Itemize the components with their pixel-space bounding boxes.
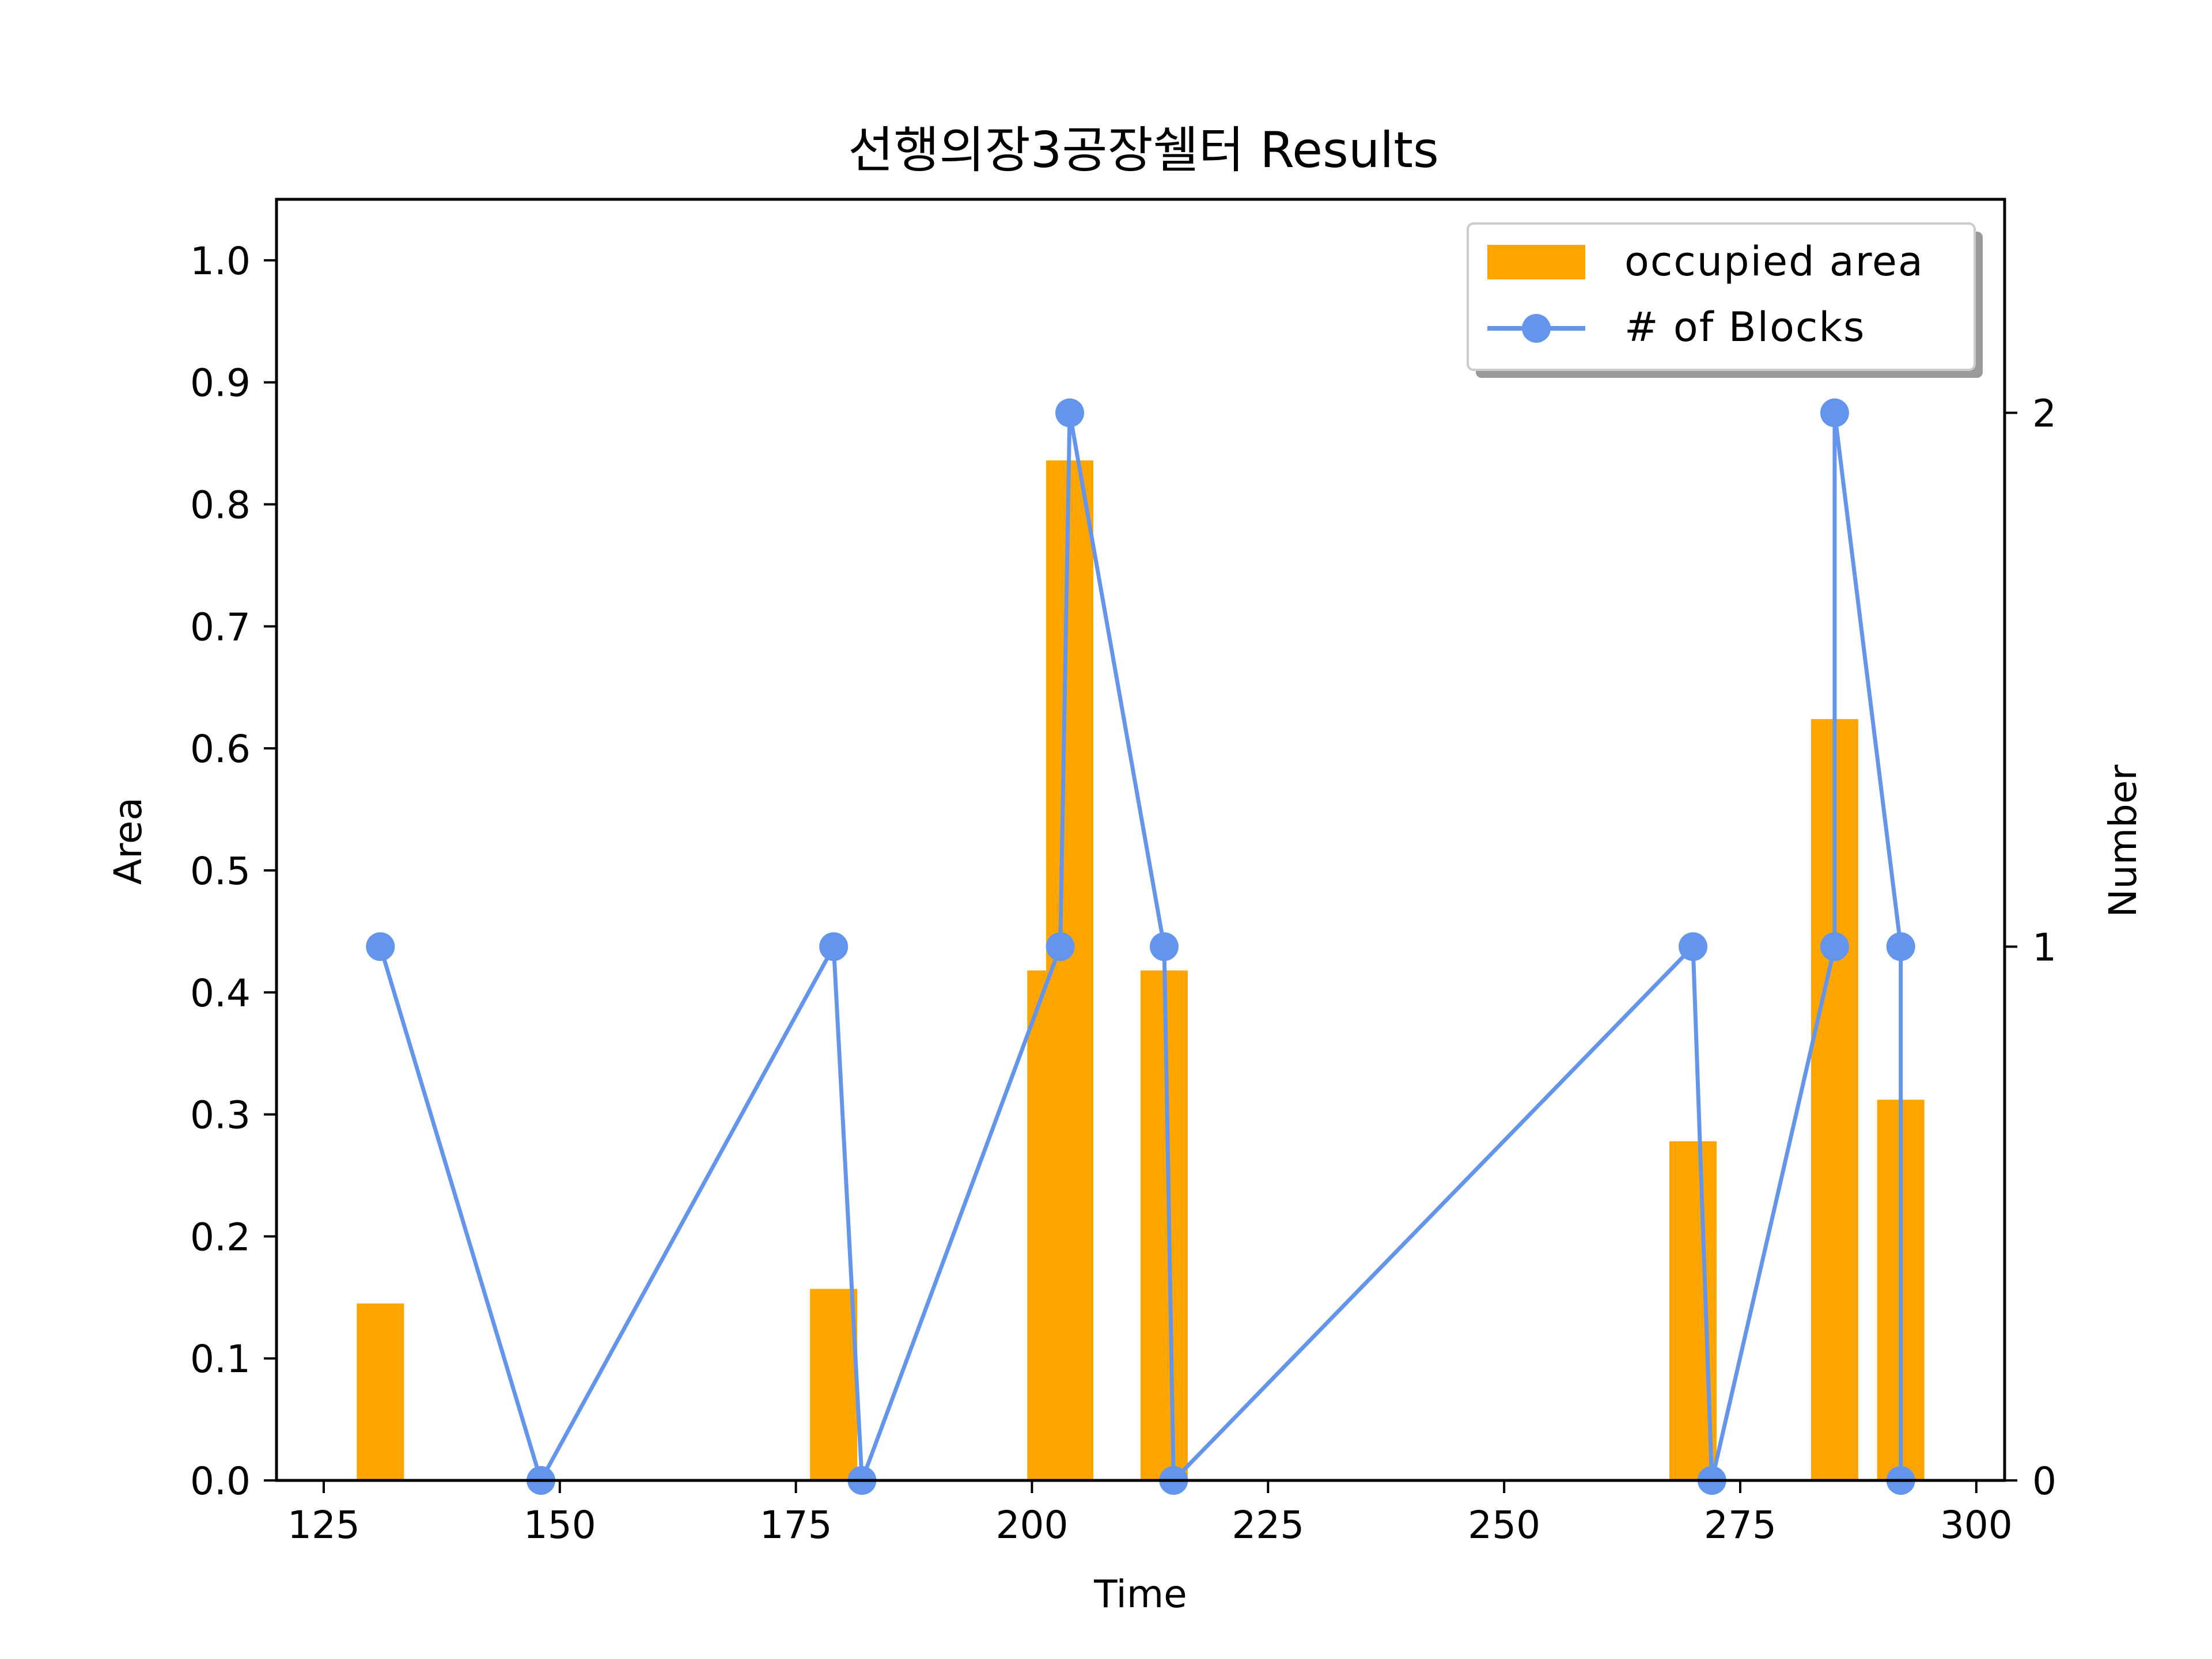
legend-line-label: # of Blocks [1624,304,1865,351]
line-point [366,932,395,961]
left-tick-label: 0.2 [190,1215,251,1259]
legend-bar-swatch [1487,245,1585,279]
right-tick-label: 2 [2032,392,2056,436]
line-point [819,932,849,961]
x-tick-label: 250 [1468,1503,1540,1547]
left-tick-label: 0.6 [190,727,251,771]
line-point [1886,932,1915,961]
left-tick-label: 0.9 [190,361,251,406]
legend-box [1467,222,1976,371]
left-tick-label: 0.5 [190,849,251,893]
x-tick-label: 225 [1232,1503,1304,1547]
left-axis-label: Area [106,797,150,885]
x-axis-ticks: 125 150 175 200 225 250 275 300 [287,1480,2013,1547]
left-tick-label: 0.8 [190,483,251,528]
left-tick-label: 0.4 [190,971,251,1016]
line-point [1055,398,1085,427]
x-tick-label: 125 [287,1503,360,1547]
legend: occupied area # of Blocks [1467,222,1983,378]
right-tick-label: 1 [2032,925,2056,969]
left-tick-label: 0.1 [190,1337,251,1381]
left-axis-ticks: 0.0 0.1 0.2 0.3 0.4 0.5 0.6 0.7 0.8 0.9 1.0 [190,239,276,1503]
x-axis-label: Time [1093,1572,1187,1616]
left-tick-label: 0.3 [190,1093,251,1138]
line-point [1046,932,1075,961]
x-tick-label: 200 [995,1503,1068,1547]
plot-area [357,398,1925,1495]
x-tick-label: 150 [524,1503,596,1547]
plot-frame [275,198,2006,1482]
x-tick-label: 175 [760,1503,832,1547]
line-point [1820,398,1849,427]
bar [1046,460,1094,1480]
line-point [1820,932,1849,961]
right-tick-label: 0 [2032,1459,2056,1503]
x-tick-label: 300 [1940,1503,2013,1547]
bar [810,1289,858,1480]
line-point [1679,932,1708,961]
left-tick-label: 0.0 [190,1459,251,1503]
left-tick-label: 0.7 [190,605,251,649]
left-tick-label: 1.0 [190,239,251,283]
right-axis-label: Number [2101,764,2145,918]
chart-title: 선행의장3공장쉘터 Results [848,122,1439,179]
right-axis-ticks: 0 1 2 [2005,392,2056,1503]
legend-bar-label: occupied area [1624,238,1924,285]
bars-layer [357,460,1925,1480]
bar [357,1303,404,1480]
series-line [378,411,1903,1483]
legend-marker-swatch [1522,314,1551,343]
x-tick-label: 275 [1704,1503,1777,1547]
line-point [1149,932,1179,961]
